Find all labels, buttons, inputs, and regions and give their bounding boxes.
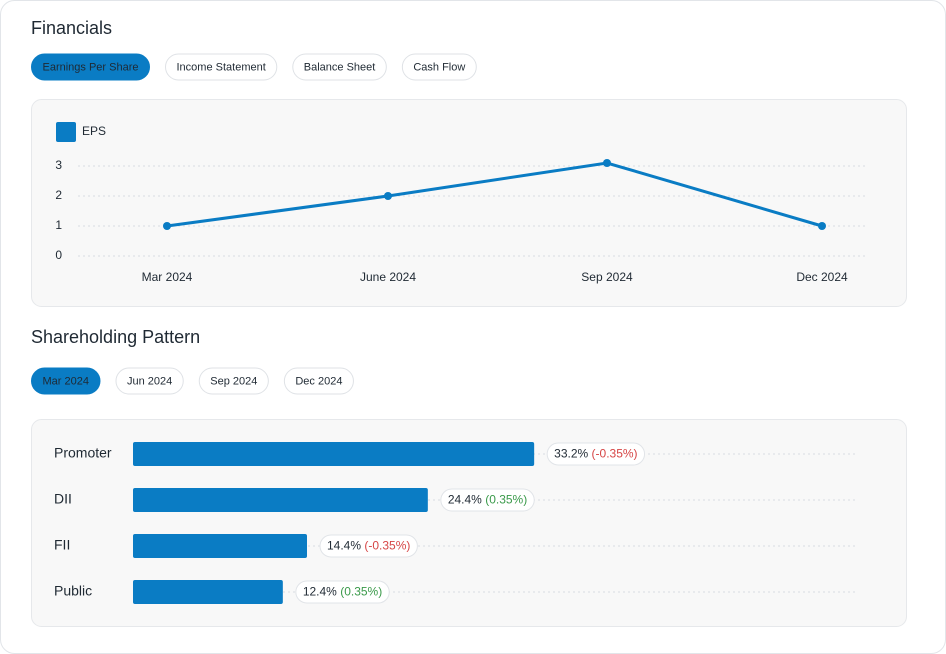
tab-bg[interactable]: [31, 367, 101, 395]
tab-label[interactable]: Jun 2024: [127, 375, 172, 387]
tab-label[interactable]: Income Statement: [177, 61, 266, 73]
value-pill: [319, 534, 418, 558]
tab-label[interactable]: Balance Sheet: [304, 61, 376, 73]
change-text: (-0.35%): [592, 447, 638, 461]
point: [818, 222, 826, 230]
y-tick-label: 0: [55, 248, 62, 262]
legend-swatch: [56, 122, 76, 142]
tab[interactable]: Cash Flow: [401, 53, 477, 81]
tab[interactable]: Jun 2024: [115, 367, 184, 395]
point: [163, 222, 171, 230]
category-label: FII: [54, 537, 70, 553]
tab-bg[interactable]: [31, 53, 150, 81]
y-tick-label: 3: [55, 158, 62, 172]
value-label: 12.4% (0.35%): [303, 585, 382, 599]
tab-bg[interactable]: [401, 53, 477, 81]
chart-panel: [31, 419, 907, 627]
tab-label[interactable]: Sep 2024: [210, 375, 257, 387]
bar: [133, 442, 535, 466]
tab[interactable]: Income Statement: [165, 53, 278, 81]
category-label: Public: [54, 583, 92, 599]
bar: [133, 580, 283, 604]
point: [603, 159, 611, 167]
bar: [133, 488, 428, 512]
value-text: 14.4%: [327, 539, 361, 553]
tab-label[interactable]: Dec 2024: [295, 375, 342, 387]
tab-bg[interactable]: [292, 53, 387, 81]
value-text: 12.4%: [303, 585, 337, 599]
value-label: 24.4% (0.35%): [448, 493, 527, 507]
tab-label[interactable]: Earnings Per Share: [43, 61, 139, 73]
point: [384, 192, 392, 200]
change-text: (0.35%): [340, 585, 382, 599]
x-tick-label: Dec 2024: [796, 270, 848, 284]
y-tick-label: 2: [55, 188, 62, 202]
value-pill: [546, 442, 646, 466]
y-tick-label: 1: [55, 218, 62, 232]
value-text: 33.2%: [554, 447, 588, 461]
value-text: 24.4%: [448, 493, 482, 507]
value-pill: [295, 580, 390, 604]
change-text: (0.35%): [485, 493, 527, 507]
tab-bg[interactable]: [283, 367, 354, 395]
tab[interactable]: Balance Sheet: [292, 53, 387, 81]
tab-label[interactable]: Mar 2024: [43, 375, 89, 387]
legend-label: EPS: [82, 124, 106, 138]
section-title: Financials: [31, 18, 112, 38]
line: [166, 161, 823, 228]
tab-label[interactable]: Cash Flow: [413, 61, 465, 73]
tab[interactable]: Earnings Per Share: [31, 53, 150, 81]
category-label: Promoter: [54, 445, 112, 461]
tab-bg[interactable]: [165, 53, 278, 81]
x-tick-label: Sep 2024: [581, 270, 633, 284]
category-label: DII: [54, 491, 72, 507]
x-tick-label: Mar 2024: [142, 270, 193, 284]
tab[interactable]: Dec 2024: [283, 367, 354, 395]
x-tick-label: June 2024: [360, 270, 416, 284]
value-pill: [440, 488, 535, 512]
tab[interactable]: Sep 2024: [198, 367, 269, 395]
section-title: Shareholding Pattern: [31, 327, 200, 347]
tab-bg[interactable]: [198, 367, 269, 395]
tab[interactable]: Mar 2024: [31, 367, 101, 395]
bar: [133, 534, 307, 558]
tab-bg[interactable]: [115, 367, 184, 395]
chart-panel: [31, 99, 907, 307]
change-text: (-0.35%): [364, 539, 410, 553]
value-label: 14.4% (-0.35%): [327, 539, 410, 553]
value-label: 33.2% (-0.35%): [554, 447, 637, 461]
